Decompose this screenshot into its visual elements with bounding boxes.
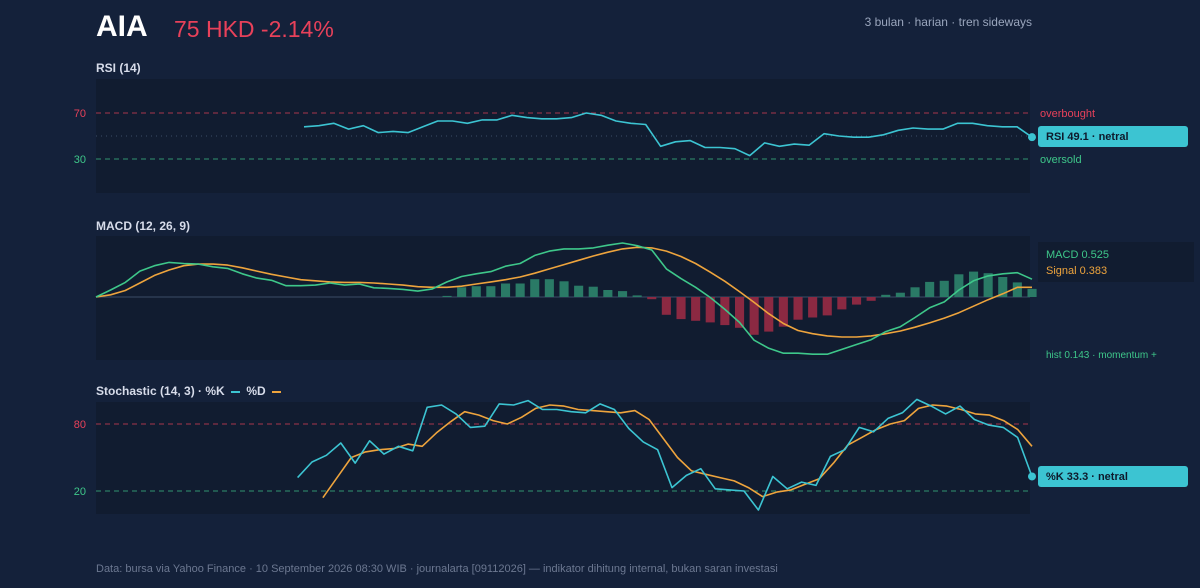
chart-subtitle: 3 bulan · harian · tren sideways	[864, 15, 1032, 29]
macd-histogram-bar	[661, 297, 671, 315]
rsi-line	[303, 112, 1033, 157]
macd-histogram-bar	[866, 297, 876, 301]
rsi-badge-text: RSI 49.1 · netral	[1046, 131, 1129, 143]
rsi-badge	[1038, 126, 1188, 147]
macd-histogram-bar	[910, 287, 920, 297]
macd-histogram-bar	[676, 297, 686, 320]
macd-histogram-bar	[603, 290, 613, 297]
macd-histogram-bar	[925, 281, 935, 297]
macd-histogram-bar	[793, 297, 803, 320]
macd-histogram-bar	[939, 280, 949, 297]
macd-histogram-bar	[983, 273, 993, 297]
macd-histogram-bar	[515, 283, 525, 297]
macd-plot	[95, 242, 1037, 355]
macd-histogram-bar	[501, 283, 511, 297]
macd-histogram-bar	[588, 286, 598, 297]
macd-histogram-bar	[647, 297, 657, 300]
stoch-k-legend-swatch	[231, 390, 241, 393]
stoch-d-legend-label: %D	[246, 384, 266, 398]
macd-histogram-bar	[1027, 288, 1037, 297]
stoch-d-legend-swatch	[272, 390, 282, 393]
macd-histogram-bar	[808, 297, 818, 318]
macd-histogram-bar	[852, 297, 862, 305]
macd-histogram-bar	[471, 286, 481, 297]
macd-histogram-bar	[691, 297, 701, 321]
stoch-last-point	[1028, 472, 1036, 481]
rsi-oversold-label: oversold	[1040, 154, 1082, 166]
macd-histogram-bar	[705, 297, 715, 323]
stoch-k-line	[297, 398, 1033, 511]
stoch-title-text: Stochastic (14, 3) · %K	[96, 384, 225, 398]
macd-panel-title: MACD (12, 26, 9)	[96, 219, 191, 233]
macd-histogram-bar	[457, 287, 467, 297]
macd-histogram-bar	[618, 291, 628, 297]
rsi-plot	[303, 112, 1036, 157]
macd-histogram-bar	[632, 295, 642, 297]
macd-histogram-bar	[954, 274, 964, 297]
stoch-badge-text: %K 33.3 · netral	[1046, 471, 1128, 483]
macd-histogram-bar	[969, 271, 979, 297]
rsi-last-point	[1028, 133, 1036, 142]
macd-legend-box	[1038, 242, 1194, 282]
rsi-tick-70: 70	[74, 108, 86, 120]
macd-histogram-bar	[544, 279, 554, 297]
price-change: 75 HKD -2.14%	[174, 16, 334, 42]
macd-line	[95, 242, 1033, 355]
macd-histogram-bar	[442, 295, 452, 297]
macd-histogram-bar	[720, 297, 730, 326]
macd-histogram-bar	[837, 297, 847, 310]
macd-histogram-bar	[749, 297, 759, 335]
stoch-tick-80: 80	[74, 419, 86, 431]
stoch-d-line	[322, 404, 1033, 499]
macd-panel	[96, 236, 1030, 360]
macd-histogram-bar	[998, 277, 1008, 297]
macd-histogram-bar	[559, 281, 569, 297]
rsi-panel-title: RSI (14)	[96, 61, 141, 75]
stoch-panel	[96, 402, 1030, 514]
macd-histogram-bar	[778, 297, 788, 327]
ticker-symbol: AIA	[96, 10, 148, 43]
macd-histogram-bar	[486, 286, 496, 297]
stoch-panel-title: Stochastic (14, 3) · %K %D	[96, 384, 284, 398]
signal-line	[95, 246, 1032, 338]
macd-histogram-bar	[574, 285, 584, 297]
footer-source: Data: bursa via Yahoo Finance · 10 Septe…	[96, 563, 778, 575]
rsi-static: 70 30 overbought oversold RSI 49.1 · net…	[74, 108, 1188, 166]
signal-value-label: Signal 0.383	[1046, 265, 1107, 277]
macd-histogram-bar	[822, 297, 832, 316]
histogram-value-label: hist 0.143 · momentum +	[1046, 350, 1157, 361]
rsi-overbought-label: overbought	[1040, 108, 1095, 120]
macd-histogram-bar	[1012, 282, 1022, 297]
stoch-badge	[1038, 466, 1188, 487]
stoch-tick-20: 20	[74, 486, 86, 498]
macd-histogram-bar	[530, 279, 540, 297]
stoch-plot	[297, 398, 1036, 511]
macd-histogram-bar	[895, 292, 905, 297]
macd-value-label: MACD 0.525	[1046, 249, 1109, 261]
rsi-tick-30: 30	[74, 154, 86, 166]
macd-histogram-bar	[735, 297, 745, 328]
macd-histogram-bar	[881, 294, 891, 297]
